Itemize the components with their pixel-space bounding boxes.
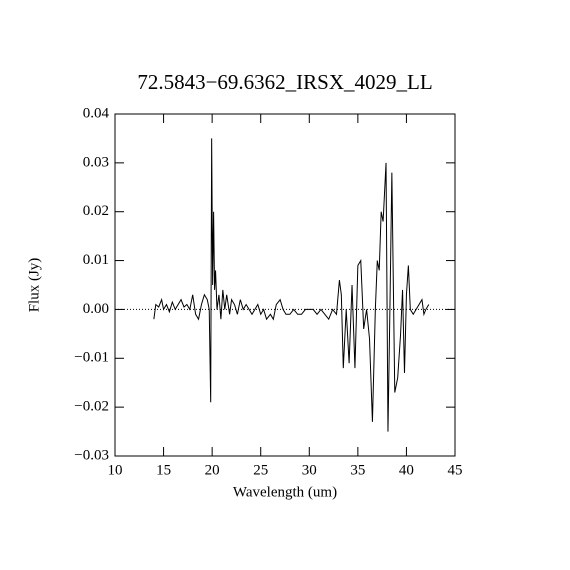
x-tick-label: 10 (108, 462, 123, 478)
y-tick-label: 0.04 (83, 105, 110, 121)
y-tick-label: 0.02 (83, 203, 109, 219)
chart-title: 72.5843−69.6362_IRSX_4029_LL (137, 70, 432, 94)
y-tick-label: −0.02 (74, 399, 109, 415)
x-tick-label: 30 (302, 462, 317, 478)
plot-frame (114, 113, 456, 457)
y-axis-label: Flux (Jy) (26, 258, 42, 313)
x-tick-label: 20 (205, 462, 220, 478)
x-tick-label: 35 (350, 462, 365, 478)
y-tick-label: −0.03 (74, 447, 109, 463)
x-axis-label: Wavelength (um) (233, 484, 337, 500)
x-tick-label: 45 (448, 462, 463, 478)
y-tick-label: 0.03 (83, 154, 109, 170)
spectrum-line (153, 138, 430, 432)
x-tick-label: 25 (253, 462, 268, 478)
y-tick-label: 0.01 (83, 252, 109, 268)
x-tick-label: 40 (399, 462, 414, 478)
y-tick-label: −0.01 (74, 350, 109, 366)
x-tick-label: 15 (156, 462, 171, 478)
y-tick-label: 0.00 (83, 301, 109, 317)
